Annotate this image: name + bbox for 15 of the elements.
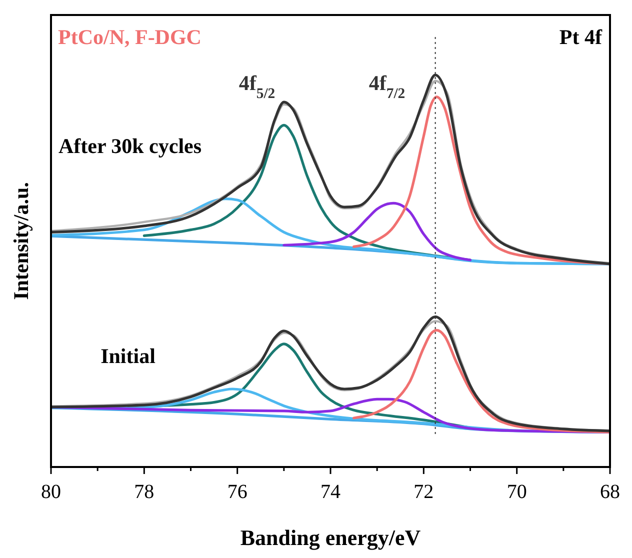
x-tick-label: 70	[506, 481, 527, 503]
text: Pt 4f	[559, 25, 603, 49]
x-tick-label: 72	[414, 481, 434, 503]
x-axis-title: Banding energy/eV	[240, 525, 421, 550]
x-tick-label: 68	[600, 481, 620, 503]
x-tick-label: 74	[320, 481, 340, 503]
annotation: 4f$_{5/2}$	[238, 71, 276, 102]
x-tick-label: 78	[134, 481, 154, 503]
text: PtCo/N, F-DGC	[58, 25, 202, 49]
annotation: 4f$_{7/2}$	[368, 71, 406, 102]
y-axis-title: Intensity/a.u.	[9, 182, 33, 300]
annotation: Initial	[100, 344, 156, 368]
x-tick-label: 76	[227, 481, 248, 503]
x-tick-label: 80	[41, 481, 61, 503]
annotation: After 30k cycles	[58, 134, 202, 158]
